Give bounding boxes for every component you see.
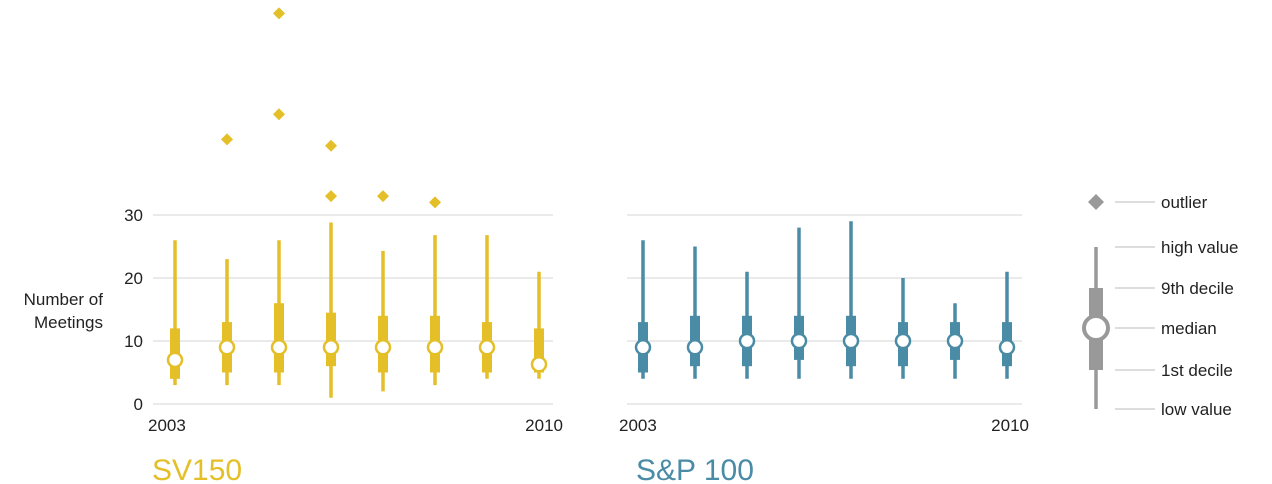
legend-1st-decile-label: 1st decile xyxy=(1161,361,1233,380)
y-tick-label: 10 xyxy=(124,332,143,351)
box-2008 xyxy=(894,278,912,379)
box-2004 xyxy=(686,246,704,379)
y-tick-label: 30 xyxy=(124,206,143,225)
chart-panel-2: 2003 2010 S&P 100 xyxy=(619,214,1029,484)
y-axis-label: Number of Meetings xyxy=(24,290,104,332)
median-marker xyxy=(322,339,340,356)
median-marker xyxy=(218,339,236,356)
outlier-marker xyxy=(325,139,337,152)
median-marker xyxy=(738,332,756,350)
box-2009 xyxy=(478,235,496,379)
median-marker xyxy=(946,332,964,350)
box-2003 xyxy=(634,240,652,379)
outlier-marker xyxy=(273,7,285,20)
outlier-marker xyxy=(429,196,441,209)
outlier-marker xyxy=(273,108,285,121)
legend-high-value-label: high value xyxy=(1161,238,1239,257)
median-marker xyxy=(686,339,704,356)
box-2005 xyxy=(738,271,756,379)
decile-bar xyxy=(274,303,284,373)
median-marker xyxy=(270,339,288,356)
box-2004 xyxy=(218,133,236,386)
median-marker xyxy=(894,332,912,350)
outlier-marker xyxy=(325,190,337,203)
box-2010 xyxy=(998,271,1016,379)
legend-outlier-label: outlier xyxy=(1161,193,1208,212)
box-2005 xyxy=(270,7,288,386)
box-2006 xyxy=(790,227,808,379)
median-marker xyxy=(998,339,1016,356)
panel-title: SV150 xyxy=(152,454,242,484)
median-marker xyxy=(374,339,392,356)
legend-9th-decile-label: 9th decile xyxy=(1161,279,1234,298)
legend: outlier high value 9th decile median 1st dec… xyxy=(1082,193,1239,419)
panel-title: S&P 100 xyxy=(636,454,754,484)
outlier-marker xyxy=(221,133,233,146)
median-marker xyxy=(426,339,444,356)
chart-panels: 0 10 20 30 Number of Meetings 2003 2010 SV150 200… xyxy=(24,7,1029,484)
x-tick-label: 2010 xyxy=(525,416,563,435)
box-2010 xyxy=(530,271,548,379)
x-tick-label: 2003 xyxy=(619,416,657,435)
decile-bar xyxy=(534,328,544,373)
x-tick-label: 2010 xyxy=(991,416,1029,435)
outlier-marker xyxy=(377,190,389,203)
median-marker xyxy=(634,339,652,356)
box-2006 xyxy=(322,139,340,398)
x-tick-label: 2003 xyxy=(148,416,186,435)
box-2007 xyxy=(842,221,860,379)
y-tick-label: 0 xyxy=(134,395,143,414)
box-2008 xyxy=(426,196,444,386)
legend-median-marker xyxy=(1082,314,1110,342)
median-marker xyxy=(166,351,184,369)
legend-low-value-label: low value xyxy=(1161,400,1232,419)
box-2009 xyxy=(946,303,964,379)
legend-median-label: median xyxy=(1161,319,1217,338)
median-marker xyxy=(790,332,808,350)
box-2003 xyxy=(166,240,184,386)
median-marker xyxy=(842,332,860,350)
median-marker xyxy=(478,339,496,356)
y-tick-label: 20 xyxy=(124,269,143,288)
legend-outlier-marker xyxy=(1088,194,1104,210)
box-2007 xyxy=(374,190,392,392)
chart-panel-1: 0 10 20 30 Number of Meetings 2003 2010 SV150 xyxy=(24,7,563,484)
median-marker xyxy=(530,356,548,373)
